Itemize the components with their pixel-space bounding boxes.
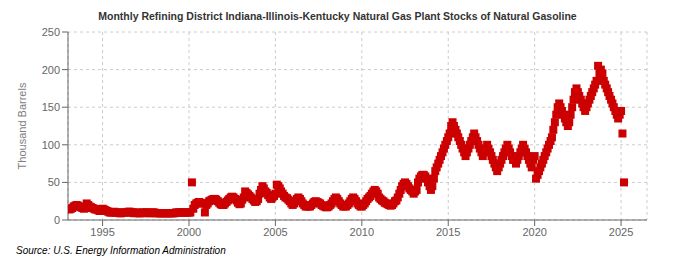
- svg-text:200: 200: [42, 64, 60, 76]
- html-text:Monthly Refining District Indi: Monthly Refining District Indiana-Illino…: [98, 10, 577, 22]
- svg-text:100: 100: [42, 139, 60, 151]
- svg-text:250: 250: [42, 26, 60, 38]
- html-text:Source: U.S. Energy Informatio: Source: U.S. Energy Information Administ…: [16, 245, 226, 256]
- svg-text:2015: 2015: [436, 226, 460, 238]
- svg-text:1995: 1995: [90, 226, 114, 238]
- svg-text:2010: 2010: [350, 226, 374, 238]
- svg-text:2025: 2025: [609, 226, 633, 238]
- svg-text:2000: 2000: [177, 226, 201, 238]
- svg-text:2005: 2005: [263, 226, 287, 238]
- svg-text:0: 0: [54, 214, 60, 226]
- svg-text:150: 150: [42, 101, 60, 113]
- svg-text:Thousand Barrels: Thousand Barrels: [16, 82, 28, 169]
- svg-text:2020: 2020: [522, 226, 546, 238]
- svg-text:50: 50: [48, 176, 60, 188]
